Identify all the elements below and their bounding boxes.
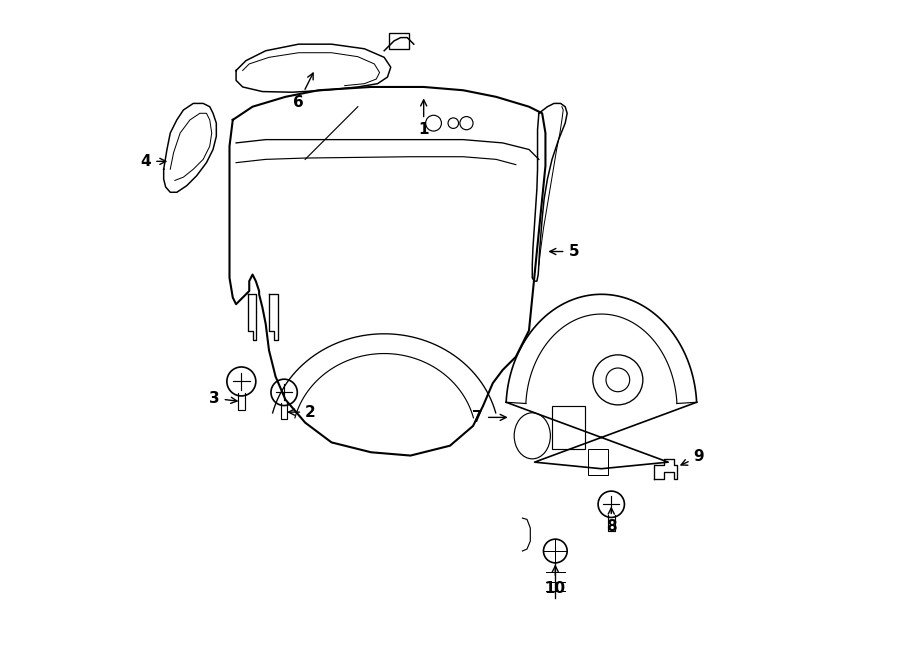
Text: 10: 10 [544,566,566,596]
Text: 6: 6 [293,73,313,110]
Text: 8: 8 [606,508,616,534]
Text: 5: 5 [550,244,579,259]
FancyBboxPatch shape [390,33,409,49]
Bar [589,449,608,475]
Text: 4: 4 [140,154,166,169]
Text: 7: 7 [472,410,506,425]
Text: 1: 1 [418,100,429,137]
Text: 2: 2 [289,405,316,420]
Text: 3: 3 [209,391,237,406]
Text: 9: 9 [681,449,704,465]
Bar [552,407,585,449]
